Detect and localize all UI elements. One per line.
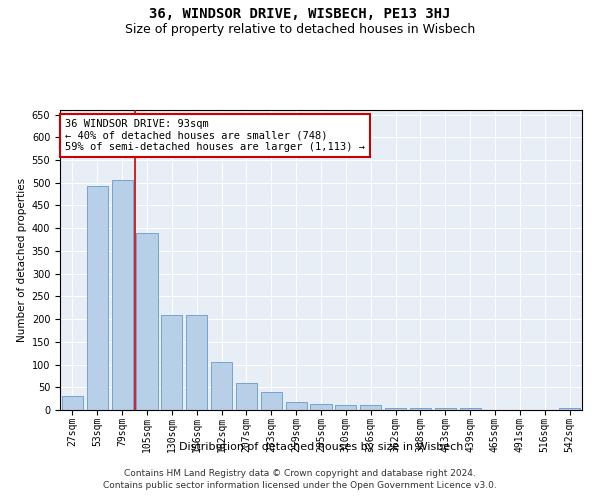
Bar xyxy=(559,408,580,410)
Text: Contains public sector information licensed under the Open Government Licence v3: Contains public sector information licen… xyxy=(103,481,497,490)
Bar xyxy=(161,314,182,410)
Bar xyxy=(410,408,431,410)
Bar xyxy=(236,382,257,410)
Bar xyxy=(435,408,456,410)
Bar xyxy=(261,392,282,410)
Bar xyxy=(310,404,332,410)
Bar xyxy=(87,186,108,410)
Text: Distribution of detached houses by size in Wisbech: Distribution of detached houses by size … xyxy=(179,442,463,452)
Text: Size of property relative to detached houses in Wisbech: Size of property relative to detached ho… xyxy=(125,22,475,36)
Bar xyxy=(136,232,158,410)
Bar xyxy=(186,314,207,410)
Bar xyxy=(460,408,481,410)
Bar xyxy=(385,408,406,410)
Text: Contains HM Land Registry data © Crown copyright and database right 2024.: Contains HM Land Registry data © Crown c… xyxy=(124,468,476,477)
Bar xyxy=(62,396,83,410)
Bar xyxy=(211,362,232,410)
Bar xyxy=(335,405,356,410)
Text: 36, WINDSOR DRIVE, WISBECH, PE13 3HJ: 36, WINDSOR DRIVE, WISBECH, PE13 3HJ xyxy=(149,8,451,22)
Bar xyxy=(112,180,133,410)
Y-axis label: Number of detached properties: Number of detached properties xyxy=(17,178,28,342)
Bar xyxy=(286,402,307,410)
Text: 36 WINDSOR DRIVE: 93sqm
← 40% of detached houses are smaller (748)
59% of semi-d: 36 WINDSOR DRIVE: 93sqm ← 40% of detache… xyxy=(65,119,365,152)
Bar xyxy=(360,406,381,410)
